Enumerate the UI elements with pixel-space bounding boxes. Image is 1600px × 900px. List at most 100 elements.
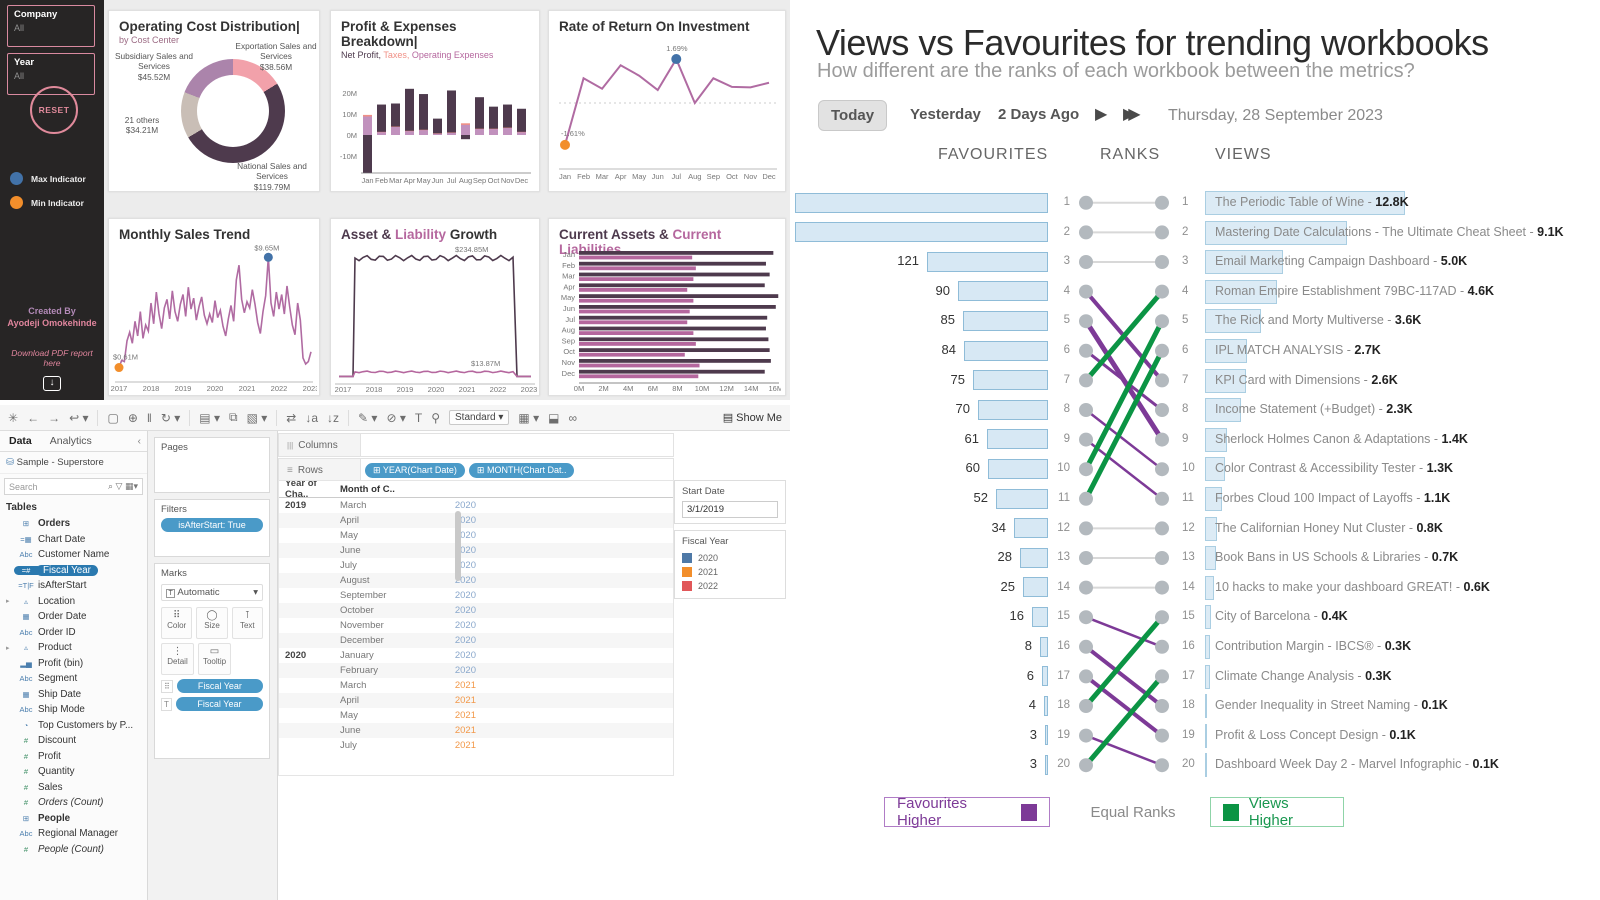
rate-of-return-chart[interactable]: -1.61% 1.69% Jan Feb Mar Apr May Jun Jul Aug Sep Oc… xyxy=(551,43,783,187)
table-scrollbar[interactable] xyxy=(455,511,461,581)
back-button[interactable]: ← xyxy=(27,410,40,425)
views-bar[interactable] xyxy=(1205,191,1405,215)
favourites-bar[interactable] xyxy=(1023,577,1048,598)
marks-button-detail[interactable]: ⋮ Detail xyxy=(161,643,194,675)
group-members[interactable]: ⊘ ▾ xyxy=(386,410,406,425)
views-bar[interactable] xyxy=(1205,605,1212,630)
favourites-bar[interactable] xyxy=(1014,518,1048,539)
favourites-bar[interactable] xyxy=(927,251,1048,272)
views-label[interactable]: IPL MATCH ANALYSIS - 2.7K xyxy=(1215,343,1381,357)
col-month-header[interactable]: Month of C.. xyxy=(340,483,395,495)
tableau-logo[interactable]: ✳ xyxy=(8,410,19,425)
show-me-button[interactable]: ▤ Show Me xyxy=(722,412,782,424)
legend-views-higher[interactable]: Views Higher xyxy=(1210,795,1344,829)
favourites-bar[interactable] xyxy=(1020,547,1048,568)
table-row[interactable]: March 2021 xyxy=(279,678,673,693)
favourites-bar[interactable] xyxy=(996,488,1048,509)
views-bar[interactable] xyxy=(1205,398,1241,423)
save-button[interactable]: ▢ xyxy=(107,410,119,425)
field-people-count-[interactable]: # People (Count) xyxy=(0,842,147,858)
favourites-bar[interactable] xyxy=(1042,666,1048,687)
views-label[interactable]: Income Statement (+Budget) - 2.3K xyxy=(1215,402,1413,416)
table-row[interactable]: November 2020 xyxy=(279,618,673,633)
views-bar[interactable] xyxy=(1205,723,1207,748)
favourites-bar[interactable] xyxy=(978,399,1048,420)
field-customer-name[interactable]: Abc Customer Name xyxy=(0,547,147,563)
views-label[interactable]: Forbes Cloud 100 Impact of Layoffs - 1.1… xyxy=(1215,491,1450,505)
mark-pill-fiscal-year[interactable]: Fiscal Year xyxy=(175,697,263,711)
field-chart-date[interactable]: =▦ Chart Date xyxy=(0,532,147,548)
table-row[interactable]: May 2020 xyxy=(279,528,673,543)
start-date-parameter[interactable]: Start Date 3/1/2019 xyxy=(674,480,786,524)
table-row[interactable]: December 2020 xyxy=(279,633,673,648)
field-order-id[interactable]: Abc Order ID xyxy=(0,625,147,641)
fiscal-year-item-2020[interactable]: 2020 xyxy=(682,551,778,565)
field-orders[interactable]: ⊞ Orders xyxy=(0,516,147,532)
fast-forward-icon[interactable]: ▶▶ xyxy=(1123,106,1140,123)
marks-card[interactable]: Marks T Automatic ▾ ⠿ Color ◯ Size ⊺ Text ⋮ Det… xyxy=(154,563,270,759)
search-box[interactable]: Search ⌕ ▽ ▦▾ xyxy=(4,478,143,495)
mark-pill-fiscal-year[interactable]: Fiscal Year xyxy=(176,679,263,693)
views-bar[interactable] xyxy=(1205,250,1283,275)
views-label[interactable]: The Rick and Morty Multiverse - 3.6K xyxy=(1215,313,1421,327)
play-icon[interactable]: ▶ xyxy=(1095,106,1108,123)
views-label[interactable]: City of Barcelona - 0.4K xyxy=(1215,609,1348,623)
company-filter-value[interactable]: All xyxy=(14,23,25,33)
views-label[interactable]: Sherlock Holmes Canon & Adaptations - 1.… xyxy=(1215,432,1468,446)
field-profit-bin-[interactable]: ▂▅ Profit (bin) xyxy=(0,656,147,672)
views-bar[interactable] xyxy=(1205,694,1207,719)
table-row[interactable]: July 2020 xyxy=(279,558,673,573)
fiscal-year-item-2021[interactable]: 2021 xyxy=(682,565,778,579)
monthly-sales-chart[interactable]: $0.61M $9.65M 2017 2018 2019 2020 2021 2022 2023 xyxy=(111,245,317,393)
field-discount[interactable]: # Discount xyxy=(0,733,147,749)
favourites-bar[interactable] xyxy=(988,458,1048,479)
table-row[interactable]: February 2020 xyxy=(279,663,673,678)
run-update[interactable]: ↻ ▾ xyxy=(160,410,181,425)
start-date-input[interactable]: 3/1/2019 xyxy=(682,501,778,518)
views-bar[interactable] xyxy=(1205,339,1248,363)
pill-month-chart-date[interactable]: ⊞ MONTH(Chart Dat.. xyxy=(468,462,575,478)
tab-data[interactable]: Data xyxy=(9,435,32,447)
expand-arrow[interactable]: ▸ xyxy=(6,598,10,606)
field-isafterstart[interactable]: =T|F isAfterStart xyxy=(0,578,147,594)
views-label[interactable]: The Periodic Table of Wine - 12.8K xyxy=(1215,195,1409,209)
field-quantity[interactable]: # Quantity xyxy=(0,764,147,780)
new-data-source[interactable]: ⊕ xyxy=(127,410,138,425)
table-row[interactable]: April 2020 xyxy=(279,513,673,528)
duplicate-sheet[interactable]: ⧉ xyxy=(228,410,238,424)
favourites-bar[interactable] xyxy=(987,429,1048,450)
field-profit[interactable]: # Profit xyxy=(0,749,147,765)
table-row[interactable]: October 2020 xyxy=(279,603,673,618)
tab-analytics[interactable]: Analytics xyxy=(49,435,92,447)
field-product[interactable]: ▸ ▵ Product xyxy=(0,640,147,656)
marks-button-text[interactable]: ⊺ Text xyxy=(231,607,263,639)
download-icon[interactable]: ↓ xyxy=(0,372,104,391)
columns-shelf[interactable]: ||| Columns xyxy=(278,433,674,457)
field-order-date[interactable]: ▦ Order Date xyxy=(0,609,147,625)
views-bar[interactable] xyxy=(1205,368,1246,393)
collapse-pane-icon[interactable]: ‹ xyxy=(137,435,142,447)
button-yesterday[interactable]: Yesterday xyxy=(910,106,981,123)
field-ship-mode[interactable]: Abc Ship Mode xyxy=(0,702,147,718)
fiscal-year-item-2022[interactable]: 2022 xyxy=(682,579,778,593)
views-bar[interactable] xyxy=(1205,427,1227,452)
slope-chart[interactable] xyxy=(1076,188,1172,780)
expand-arrow[interactable]: ▸ xyxy=(6,644,10,652)
views-bar[interactable] xyxy=(1205,546,1216,571)
rows-shelf[interactable]: ≡ Rows ⊞ YEAR(Chart Date) ⊞ MONTH(Chart D… xyxy=(278,458,674,482)
table-row[interactable]: 2019 March 2020 xyxy=(279,498,673,513)
field-location[interactable]: ▸ ▵ Location xyxy=(0,594,147,610)
field-top-customers-by-p-[interactable]: ◔ Top Customers by P... xyxy=(0,718,147,734)
highlight[interactable]: ✎ ▾ xyxy=(358,410,378,425)
views-bar[interactable] xyxy=(1205,487,1223,511)
reset-button[interactable]: RESET xyxy=(30,86,78,134)
views-bar[interactable] xyxy=(1205,309,1262,334)
undo-redo[interactable]: ↩ ▾ xyxy=(69,410,89,425)
field-segment[interactable]: Abc Segment xyxy=(0,671,147,687)
swap-rows-columns[interactable]: ⇄ xyxy=(286,410,297,425)
views-bar[interactable] xyxy=(1205,635,1210,659)
sort-descending[interactable]: ↓z xyxy=(327,410,340,425)
views-label[interactable]: Profit & Loss Concept Design - 0.1K xyxy=(1215,728,1416,742)
table-row[interactable]: 2020 January 2020 xyxy=(279,648,673,663)
